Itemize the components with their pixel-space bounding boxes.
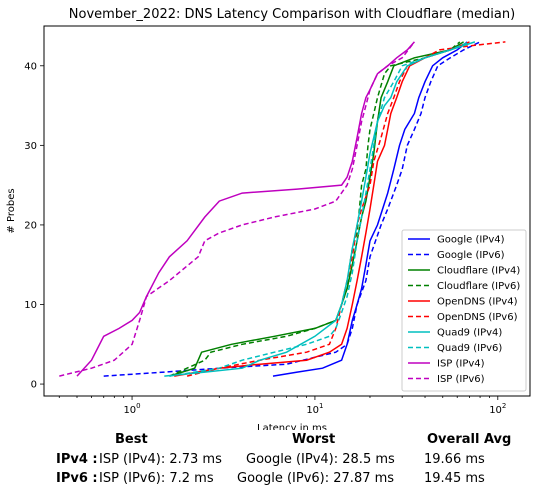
worst-header: Worst bbox=[292, 432, 336, 447]
best-header: Best bbox=[115, 432, 148, 447]
ipv6-avg: 19.45 ms bbox=[424, 471, 485, 486]
legend: Google (IPv4) Google (IPv6) Cloudflare (IP… bbox=[401, 229, 527, 392]
y-tick-label: 20 bbox=[24, 220, 37, 231]
x-axis-label: Latency in ms bbox=[257, 423, 327, 430]
chart-figure: November_2022: DNS Latency Comparison wi… bbox=[6, 7, 531, 430]
legend-label: Google (IPv6) bbox=[437, 250, 505, 261]
series-line-7 bbox=[169, 41, 470, 377]
legend-label: OpenDNS (IPv4) bbox=[437, 297, 518, 308]
series-line-0 bbox=[272, 41, 468, 377]
ipv4-worst: Google (IPv4): 28.5 ms bbox=[246, 452, 395, 467]
series-line-2 bbox=[169, 41, 464, 377]
series-line-5 bbox=[186, 41, 506, 377]
legend-label: OpenDNS (IPv6) bbox=[437, 312, 518, 323]
legend-box bbox=[401, 229, 527, 392]
ipv4-avg: 19.66 ms bbox=[424, 452, 485, 467]
chart-title: November_2022: DNS Latency Comparison wi… bbox=[69, 7, 515, 22]
avg-header: Overall Avg bbox=[427, 432, 512, 447]
x-tick-label: 100 bbox=[123, 402, 140, 416]
x-axis: 100 101 102 bbox=[58, 396, 506, 416]
legend-label: Cloudflare (IPv4) bbox=[437, 266, 520, 277]
legend-label: Quad9 (IPv4) bbox=[437, 328, 502, 339]
y-tick-label: 30 bbox=[24, 141, 37, 152]
legend-label: ISP (IPv4) bbox=[437, 359, 485, 370]
y-tick-label: 40 bbox=[24, 61, 37, 72]
y-axis-label: # Probes bbox=[6, 188, 17, 233]
plot-frame bbox=[43, 25, 531, 397]
series-line-4 bbox=[174, 41, 470, 377]
legend-label: ISP (IPv6) bbox=[437, 374, 485, 385]
ipv6-worst: Google (IPv6): 27.87 ms bbox=[237, 471, 395, 486]
legend-label: Cloudflare (IPv6) bbox=[437, 281, 520, 292]
plot-area bbox=[59, 41, 506, 377]
ipv6-row-label: IPv6 : bbox=[56, 471, 98, 486]
series-line-6 bbox=[164, 41, 476, 377]
legend-label: Quad9 (IPv6) bbox=[437, 343, 502, 354]
y-axis: 0 10 20 30 40 bbox=[24, 61, 44, 391]
y-tick-label: 0 bbox=[31, 380, 37, 391]
x-tick-label: 101 bbox=[306, 402, 323, 416]
x-tick-label: 102 bbox=[489, 402, 506, 416]
y-tick-label: 10 bbox=[24, 300, 37, 311]
summary-table: Best Worst Overall Avg IPv4 : ISP (IPv4)… bbox=[0, 430, 548, 496]
series-line-9 bbox=[59, 41, 415, 377]
ipv6-best: ISP (IPv6): 7.2 ms bbox=[99, 471, 214, 486]
legend-label: Google (IPv4) bbox=[437, 235, 505, 246]
ipv4-row-label: IPv4 : bbox=[56, 452, 98, 467]
ipv4-best: ISP (IPv4): 2.73 ms bbox=[99, 452, 222, 467]
